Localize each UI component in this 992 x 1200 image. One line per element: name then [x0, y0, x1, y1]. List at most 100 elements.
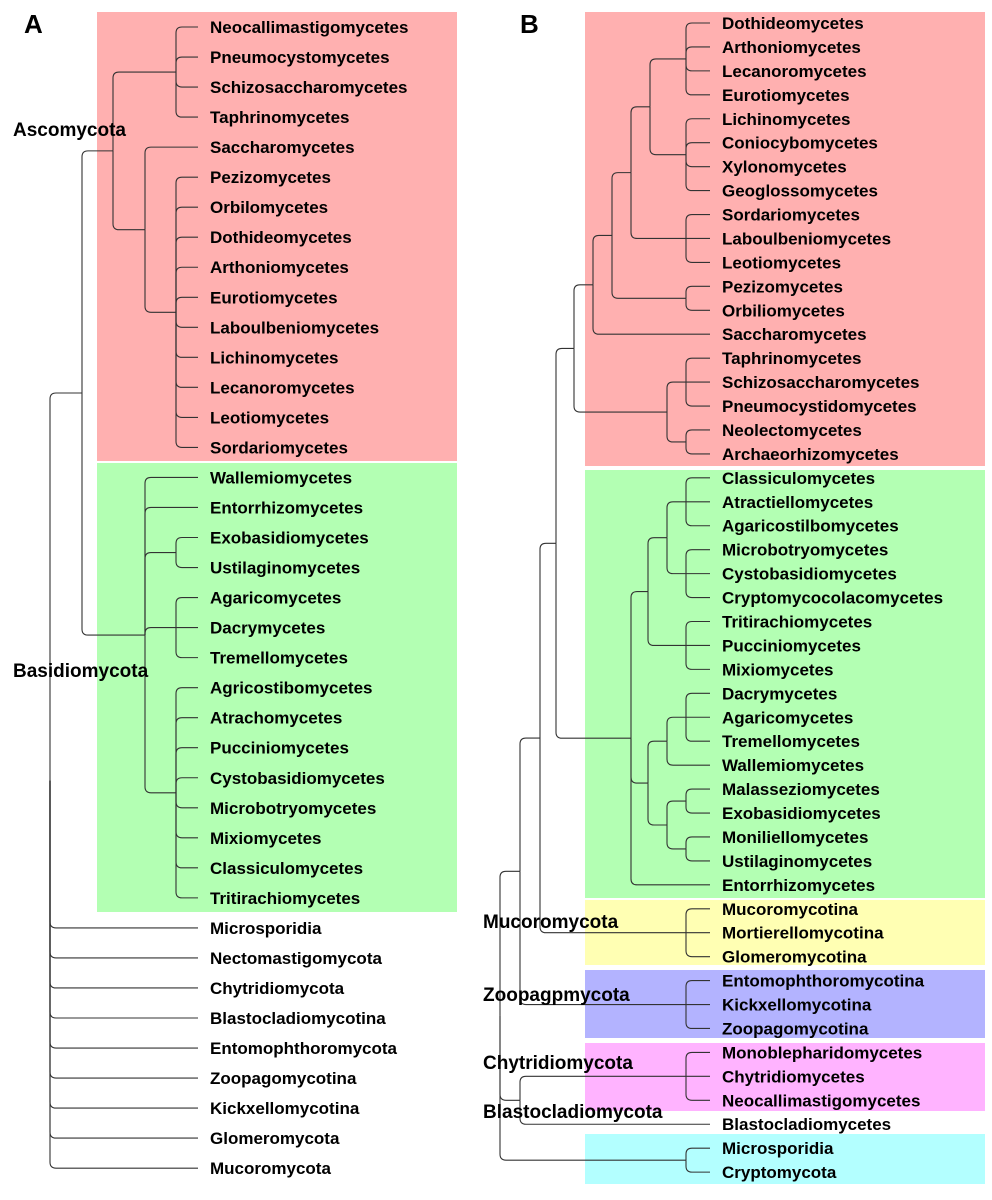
tree-branch	[49, 780, 198, 1169]
tree-branch	[555, 347, 574, 544]
tree-branch	[666, 800, 686, 825]
tree-branch	[499, 870, 520, 1016]
tree-branch	[175, 687, 198, 793]
tree-branch	[175, 552, 198, 569]
taxon-b-cystobasidiomycetes: Cystobasidiomycetes	[722, 565, 897, 584]
tree-branch	[685, 1147, 710, 1161]
taxon-b-blastocladiomycetes: Blastocladiomycetes	[722, 1115, 891, 1134]
tree-branch	[175, 176, 198, 313]
taxon-b-pezizomycetes: Pezizomycetes	[722, 277, 843, 296]
tree-branch	[666, 716, 686, 742]
tree-branch	[573, 348, 667, 413]
taxon-b-pucciniomycetes: Pucciniomycetes	[722, 636, 861, 655]
taxon-a-agricostibomycetes: Agricostibomycetes	[210, 679, 373, 698]
tree-branch	[647, 537, 667, 592]
taxon-b-classiculomycetes: Classiculomycetes	[722, 469, 875, 488]
tree-branch	[112, 71, 176, 151]
tree-branch	[685, 238, 710, 263]
taxon-a-eurotiomycetes: Eurotiomycetes	[210, 288, 338, 307]
tree-branch	[144, 551, 176, 636]
tree-branch	[685, 357, 710, 383]
taxon-b-microbotryomycetes: Microbotryomycetes	[722, 541, 888, 560]
panel-b-group-box-7	[585, 1134, 985, 1184]
panel-b-group-box-2	[585, 470, 985, 898]
taxon-a-lichinomycetes: Lichinomycetes	[210, 348, 339, 367]
tree-branch	[685, 142, 710, 155]
taxon-b-entomophthoromycotina: Entomophthoromycotina	[722, 972, 925, 991]
taxon-b-moniliellomycetes: Moniliellomycetes	[722, 828, 868, 847]
panel-b-letter: B	[520, 9, 539, 39]
panel-a-group-label-ascomycota: Ascomycota	[13, 120, 126, 141]
tree-branch	[555, 543, 631, 739]
taxon-b-microsporidia: Microsporidia	[722, 1139, 834, 1158]
tree-branch	[519, 737, 540, 872]
tree-branch	[175, 312, 198, 448]
tree-branch	[144, 506, 198, 636]
tree-branch	[685, 501, 710, 527]
taxon-b-sordariomycetes: Sordariomycetes	[722, 206, 860, 225]
tree-branch	[685, 298, 710, 311]
tree-branch	[539, 738, 686, 934]
tree-branch	[592, 234, 612, 285]
taxon-b-neocallimastigomycetes: Neocallimastigomycetes	[722, 1091, 920, 1110]
taxon-b-ustilaginomycetes: Ustilaginomycetes	[722, 852, 872, 871]
panel-a-letter: A	[24, 9, 43, 39]
tree-branch	[519, 1075, 686, 1101]
tree-branch	[630, 172, 686, 240]
panel-b-group-label-zoopagomycota: Zoopagpmycota	[483, 985, 630, 1006]
tree-branch	[685, 620, 710, 646]
tree-branch	[144, 229, 176, 313]
taxon-b-lichinomycetes: Lichinomycetes	[722, 110, 851, 129]
tree-branch	[519, 1100, 710, 1125]
tree-branch	[685, 441, 710, 455]
tree-branch	[685, 22, 710, 59]
tree-branch	[666, 501, 686, 538]
taxon-a-sordariomycetes: Sordariomycetes	[210, 438, 348, 457]
tree-branch	[144, 476, 198, 636]
tree-branch	[685, 46, 710, 59]
tree-branch	[175, 296, 198, 313]
taxon-b-arthoniomycetes: Arthoniomycetes	[722, 38, 861, 57]
taxon-b-coniocybomycetes: Coniocybomycetes	[722, 134, 878, 153]
tree-branch	[647, 591, 686, 646]
tree-branch	[685, 154, 710, 192]
tree-branch	[144, 635, 176, 794]
tree-branch	[685, 801, 710, 814]
taxon-a-chytridiomycota: Chytridiomycota	[210, 979, 345, 998]
taxon-a-ustilaginomycetes: Ustilaginomycetes	[210, 559, 360, 578]
taxon-b-schizosaccharomycetes: Schizosaccharomycetes	[722, 373, 920, 392]
tree-branch	[666, 537, 686, 575]
taxon-b-atractiellomycetes: Atractiellomycetes	[722, 493, 873, 512]
tree-branch	[175, 56, 198, 73]
taxon-a-laboulbeniomycetes: Laboulbeniomycetes	[210, 318, 379, 337]
taxon-b-lecanoromycetes: Lecanoromycetes	[722, 62, 867, 81]
tree-branch	[685, 980, 710, 1005]
tree-branch	[685, 118, 710, 155]
tree-branch	[630, 591, 648, 739]
taxon-a-pezizomycetes: Pezizomycetes	[210, 168, 331, 187]
tree-branch	[519, 871, 686, 1006]
taxon-a-neocallimastigomycetes: Neocallimastigomycetes	[210, 18, 408, 37]
taxon-b-dothideomycetes: Dothideomycetes	[722, 14, 864, 33]
tree-branch	[649, 106, 686, 156]
taxon-b-kickxellomycotina: Kickxellomycotina	[722, 996, 872, 1015]
taxon-a-microbotryomycetes: Microbotryomycetes	[210, 799, 376, 818]
tree-branch	[685, 429, 710, 442]
taxon-a-nectomastigomycota: Nectomastigomycota	[210, 949, 382, 968]
taxon-b-wallemiomycetes: Wallemiomycetes	[722, 756, 864, 775]
tree-branch	[647, 740, 667, 784]
taxon-a-entomophthoromycota: Entomophthoromycota	[210, 1039, 398, 1058]
taxon-a-tremellomycetes: Tremellomycetes	[210, 649, 348, 668]
tree-branch	[666, 824, 686, 850]
tree-branch	[685, 836, 710, 849]
tree-branch	[539, 542, 556, 739]
taxon-a-entorrhizomycetes: Entorrhizomycetes	[210, 498, 363, 517]
panel-b-taxon-labels: Dothideomycetes Arthoniomycetes Lecanoromy…	[722, 14, 943, 1182]
taxon-b-monoblepharidomycetes: Monoblepharidomycetes	[722, 1043, 922, 1062]
taxon-a-exobasidiomycetes: Exobasidiomycetes	[210, 529, 369, 548]
taxon-a-tritirachiomycetes: Tritirachiomycetes	[210, 889, 360, 908]
tree-branch	[649, 58, 686, 107]
tree-branch	[175, 792, 198, 899]
taxon-a-kickxellomycotina: Kickxellomycotina	[210, 1099, 360, 1118]
